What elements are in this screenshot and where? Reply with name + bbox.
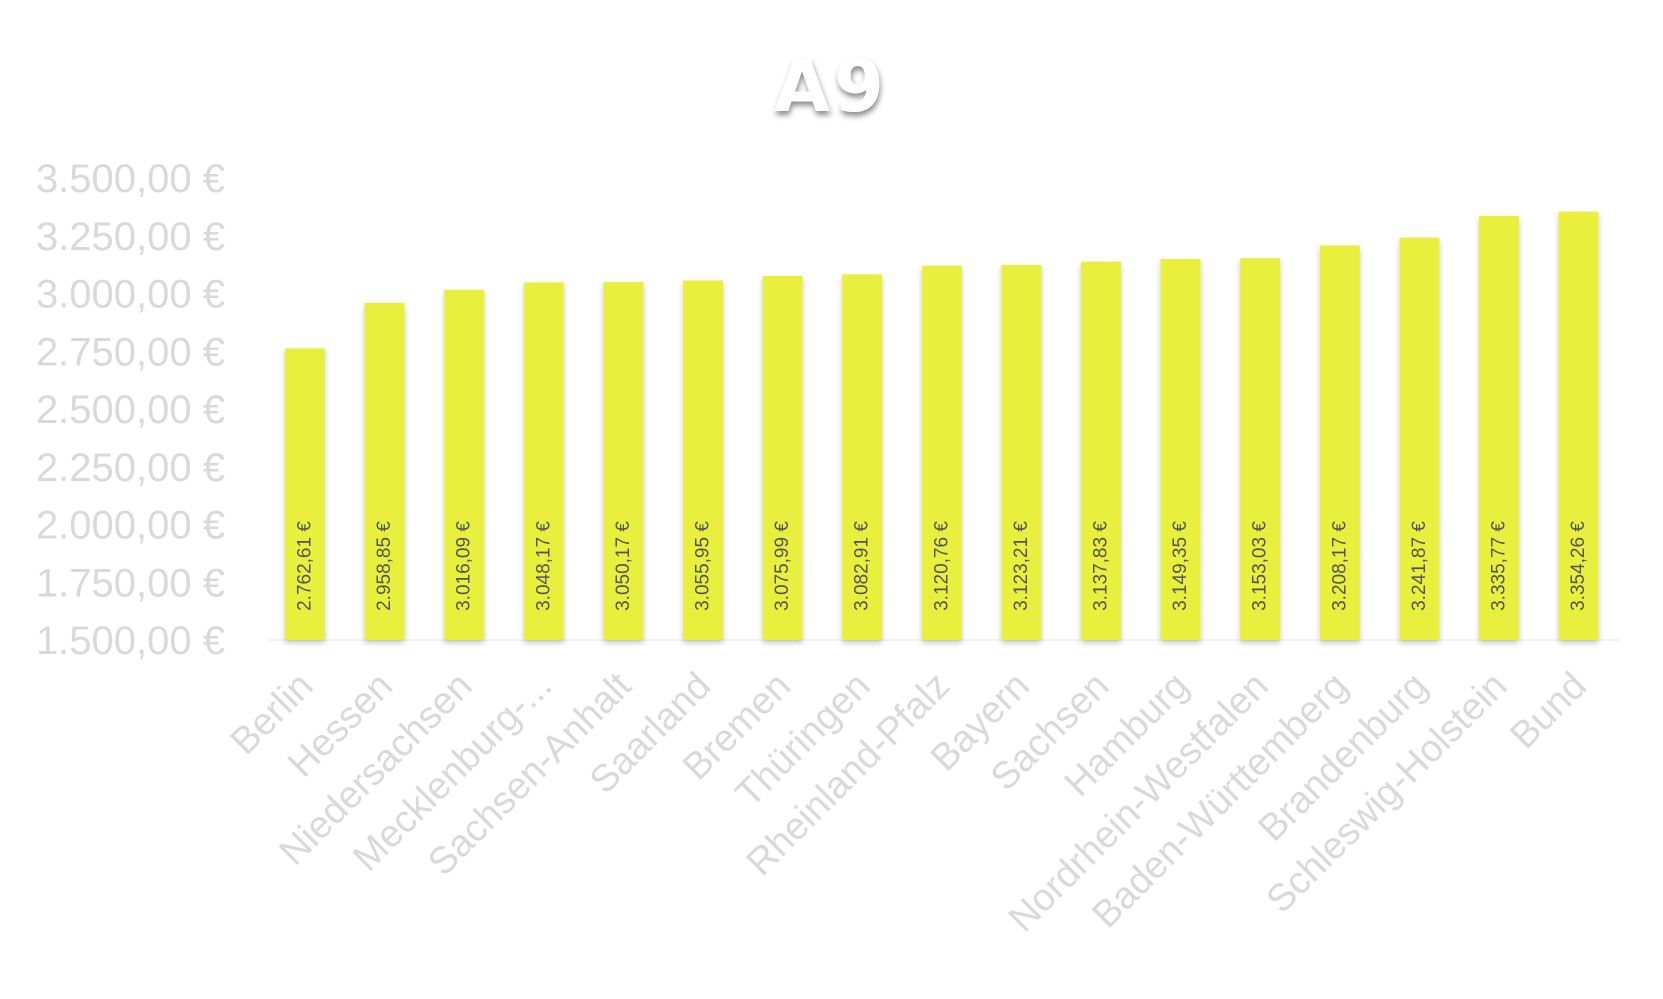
plot-area: 1.500,00 € 1.750,00 € 2.000,00 € 2.250,00 €… bbox=[36, 157, 1620, 940]
bar bbox=[683, 280, 723, 640]
bar bbox=[444, 289, 485, 640]
data-label: 3.335,77 € bbox=[1489, 521, 1510, 611]
bar bbox=[1001, 265, 1042, 640]
data-label: 3.055,95 € bbox=[693, 521, 714, 611]
bar bbox=[1558, 211, 1599, 640]
data-label: 3.149,35 € bbox=[1170, 521, 1191, 611]
x-tick-label: Bund bbox=[1503, 665, 1595, 757]
data-label: 3.123,21 € bbox=[1011, 521, 1032, 611]
bar bbox=[1240, 258, 1281, 640]
bar bbox=[364, 303, 405, 640]
data-label: 3.120,76 € bbox=[931, 521, 952, 611]
bar bbox=[1399, 237, 1440, 640]
bar bbox=[603, 281, 644, 640]
data-label: 2.762,61 € bbox=[295, 521, 316, 611]
data-label: 3.153,03 € bbox=[1250, 521, 1271, 611]
data-label: 3.082,91 € bbox=[852, 521, 873, 611]
bar bbox=[1479, 215, 1519, 640]
data-label: 3.050,17 € bbox=[613, 521, 634, 611]
bar bbox=[285, 348, 325, 640]
y-tick-label: 2.500,00 € bbox=[36, 388, 225, 432]
bar bbox=[1081, 261, 1121, 640]
bar bbox=[921, 265, 962, 640]
data-label: 3.354,26 € bbox=[1568, 521, 1589, 611]
bar bbox=[1319, 245, 1360, 641]
data-label: 3.048,17 € bbox=[533, 521, 554, 611]
y-tick-label: 1.500,00 € bbox=[36, 619, 225, 663]
y-tick-label: 3.250,00 € bbox=[36, 215, 225, 259]
y-tick-label: 2.250,00 € bbox=[36, 446, 225, 490]
y-tick-label: 1.750,00 € bbox=[36, 561, 225, 605]
bar bbox=[762, 275, 803, 640]
bar bbox=[842, 274, 883, 640]
bar bbox=[523, 282, 564, 640]
y-tick-label: 3.000,00 € bbox=[36, 273, 225, 317]
bar bbox=[1160, 259, 1201, 640]
data-label: 3.208,17 € bbox=[1329, 521, 1350, 611]
data-label: 3.075,99 € bbox=[772, 521, 793, 611]
data-label: 3.137,83 € bbox=[1091, 521, 1112, 611]
y-tick-label: 2.000,00 € bbox=[36, 504, 225, 548]
y-tick-label: 2.750,00 € bbox=[36, 330, 225, 374]
data-label: 2.958,85 € bbox=[374, 521, 395, 611]
data-label: 3.016,09 € bbox=[454, 521, 475, 611]
data-label: 3.241,87 € bbox=[1409, 521, 1430, 611]
chart-title: A9 bbox=[774, 44, 888, 128]
y-tick-label: 3.500,00 € bbox=[36, 157, 225, 201]
